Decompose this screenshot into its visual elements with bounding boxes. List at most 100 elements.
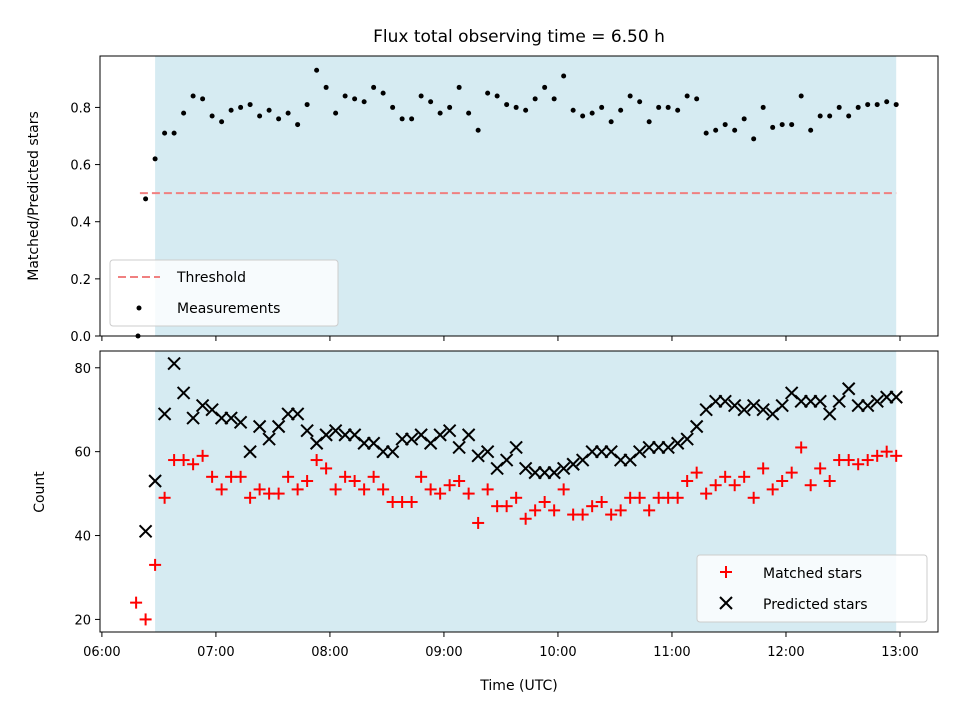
measurement-point — [542, 84, 548, 90]
matched-star-point — [586, 500, 599, 513]
matched-star-point — [453, 475, 466, 488]
measurement-point — [361, 99, 367, 105]
predicted-star-point — [271, 419, 286, 434]
predicted-star-point — [214, 411, 229, 425]
matched-star-point — [728, 479, 741, 492]
measurement-point — [238, 104, 244, 110]
measurement-point — [181, 110, 187, 116]
predicted-star-point — [167, 356, 181, 371]
measurement-point — [665, 104, 671, 110]
measurement-point — [513, 104, 519, 110]
matched-star-point — [462, 487, 475, 500]
predicted-star-point — [328, 423, 343, 438]
measurement-point — [646, 119, 652, 125]
measurement-point — [333, 110, 339, 116]
bottom-legend: Matched stars Predicted stars — [696, 554, 928, 623]
matched-star-point — [348, 475, 361, 488]
matched-star-point — [643, 504, 656, 517]
predicted-star-point — [566, 457, 580, 471]
measurement-point — [390, 104, 396, 110]
matched-star-point — [377, 483, 390, 496]
predicted-star-point — [585, 444, 599, 459]
predicted-star-point — [737, 403, 751, 417]
predicted-star-point — [803, 394, 818, 409]
predicted-star-point — [452, 440, 466, 455]
matched-star-point — [519, 512, 532, 525]
measurement-point — [789, 122, 795, 128]
measurement-point — [276, 116, 282, 122]
top-y-tick-label: 0.8 — [70, 101, 91, 116]
measurement-point — [627, 93, 633, 99]
predicted-star-point — [746, 398, 761, 413]
matched-star-point — [766, 483, 779, 496]
matched-star-point — [339, 470, 352, 483]
predicted-star-point — [727, 398, 742, 413]
x-tick-label: 09:00 — [425, 645, 462, 660]
matched-star-point — [149, 558, 162, 571]
predicted-star-point — [176, 386, 191, 400]
matched-star-point — [472, 516, 485, 529]
measurement-point — [694, 96, 700, 102]
bottom-y-axis: 20 40 60 80 — [74, 362, 100, 628]
predicted-star-point — [300, 423, 314, 438]
matched-star-point — [367, 470, 380, 483]
measurement-point — [741, 116, 747, 122]
measurement-point — [798, 93, 804, 99]
matched-star-point — [320, 462, 333, 475]
x-tick-label: 13:00 — [881, 645, 918, 660]
matched-star-point — [529, 504, 542, 517]
x-tick-label: 11:00 — [653, 645, 690, 660]
predicted-star-point — [889, 390, 903, 404]
measurement-point — [874, 102, 880, 108]
measurement-point — [732, 127, 738, 133]
matched-star-point — [747, 491, 760, 504]
bottom-y-axis-label: Count — [32, 471, 48, 513]
matched-star-point — [861, 454, 874, 467]
predicted-star-point — [756, 403, 770, 417]
matched-star-point — [187, 458, 200, 471]
predicted-star-point — [670, 436, 685, 450]
predicted-star-point — [290, 407, 305, 421]
bottom-y-tick-label: 40 — [74, 530, 91, 545]
matched-star-point — [282, 470, 295, 483]
measurement-point — [608, 119, 614, 125]
measurement-point — [200, 96, 206, 102]
legend-predicted-label: Predicted stars — [763, 597, 868, 613]
measurement-point — [884, 99, 890, 105]
matched-star-point — [158, 491, 171, 504]
top-axes-frame — [99, 55, 939, 337]
measurement-point — [314, 67, 320, 73]
measurement-point — [551, 96, 557, 102]
bottom-axes-frame — [99, 350, 939, 633]
measurement-point — [599, 104, 605, 110]
matched-star-point — [890, 449, 903, 462]
predicted-star-point — [594, 444, 609, 459]
measurement-point — [418, 93, 424, 99]
predicted-star-point — [870, 394, 884, 409]
matched-star-point — [310, 454, 323, 467]
predicted-star-point — [613, 453, 628, 467]
matched-star-point — [215, 483, 228, 496]
predicted-star-point — [186, 411, 200, 425]
bottom-y-tick-label: 20 — [74, 613, 91, 628]
predicted-star-point — [547, 465, 561, 480]
matched-star-point — [244, 491, 257, 504]
predicted-star-point — [642, 440, 656, 455]
measurement-point — [589, 110, 595, 116]
predicted-star-point — [775, 398, 789, 413]
legend-measurements-swatch — [136, 305, 142, 311]
measurement-point — [656, 104, 662, 110]
matched-star-point — [795, 441, 808, 454]
predicted-star-point — [689, 419, 704, 434]
measurement-point — [675, 107, 681, 113]
measurement-point — [152, 156, 158, 162]
measurement-point — [171, 130, 177, 136]
matched-star-point — [576, 508, 589, 521]
measurement-point — [456, 84, 462, 90]
top-y-tick-label: 0.4 — [70, 216, 91, 231]
matched-star-point — [424, 483, 437, 496]
predicted-star-point — [157, 407, 172, 421]
x-tick-label: 10:00 — [539, 645, 576, 660]
measurement-point — [162, 130, 168, 136]
